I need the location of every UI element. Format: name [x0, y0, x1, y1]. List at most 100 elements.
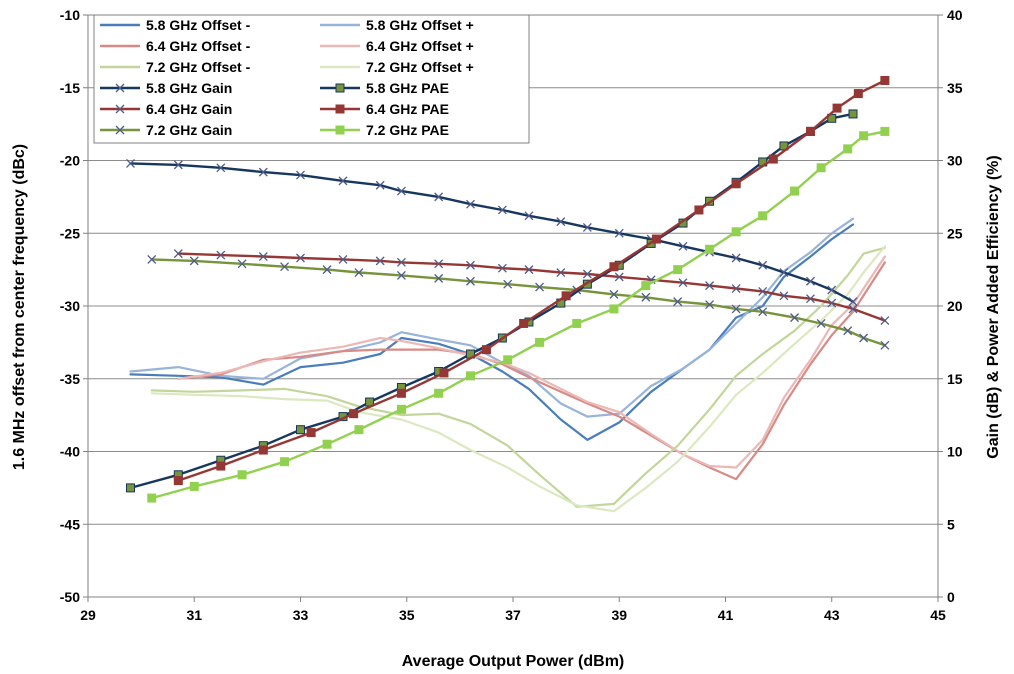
y2-tick-label: 25: [947, 225, 963, 241]
series-line: [150, 246, 887, 508]
series-point-marker: [126, 483, 135, 493]
series-6-4-ghz-pae: [173, 75, 890, 486]
legend-item: 6.4 GHz Offset -: [100, 38, 251, 54]
x-tick-label: 43: [824, 607, 840, 623]
series-point-marker: [189, 481, 199, 491]
series-7-2-ghz-pae: [147, 126, 890, 503]
series-point-marker: [216, 250, 226, 260]
series-point-marker: [280, 262, 290, 272]
x-axis-title: Average Output Power (dBm): [402, 653, 625, 670]
series-point-marker: [147, 254, 157, 264]
series-line: [177, 255, 887, 469]
series-point-marker: [439, 368, 449, 378]
series-point-marker: [779, 291, 789, 301]
series-point-marker: [466, 199, 475, 209]
series-point-marker: [790, 313, 800, 323]
y2-tick-label: 30: [947, 153, 963, 169]
series-point-marker: [758, 307, 768, 317]
series-point-marker: [115, 125, 125, 135]
series-point-marker: [609, 304, 619, 314]
series-point-marker: [322, 439, 332, 449]
legend-item: 6.4 GHz Offset +: [320, 38, 474, 54]
y2-tick-label: 10: [947, 444, 963, 460]
series-point-marker: [848, 109, 858, 119]
series-point-marker: [338, 176, 348, 186]
series-point-marker: [115, 83, 125, 93]
y2-tick-label: 5: [947, 516, 955, 532]
series-point-marker: [173, 476, 183, 486]
series-point-marker: [434, 273, 444, 283]
legend-item: 5.8 GHz Offset -: [100, 17, 251, 33]
series-point-marker: [503, 279, 513, 289]
series-point-marker: [651, 234, 661, 244]
series-point-marker: [758, 211, 768, 221]
legend-label: 7.2 GHz Gain: [146, 122, 232, 138]
y2-tick-label: 20: [947, 298, 963, 314]
legend-label: 6.4 GHz PAE: [366, 101, 449, 117]
series-point-marker: [237, 470, 247, 480]
legend-label: 7.2 GHz Offset +: [366, 59, 474, 75]
series-point-marker: [434, 192, 444, 202]
series-line: [177, 252, 887, 322]
series-point-marker: [296, 170, 305, 180]
legend: 5.8 GHz Offset - 5.8 GHz Offset + 6.4 GHz …: [93, 14, 530, 144]
series-point-marker: [779, 268, 789, 277]
y2-tick-label: 40: [947, 7, 963, 23]
series-point-marker: [853, 89, 863, 99]
series-line: [150, 245, 887, 513]
legend-item: 7.2 GHz Gain: [100, 122, 232, 138]
y2-tick-label: 15: [947, 371, 963, 387]
series-point-marker: [349, 409, 359, 419]
series-point-marker: [296, 253, 305, 263]
series-point-marker: [582, 269, 592, 279]
series-6-4-ghz-gain: [173, 249, 890, 326]
series-point-marker: [173, 249, 183, 259]
series-point-marker: [466, 371, 475, 381]
series-point-marker: [731, 284, 741, 293]
legend-label: 5.8 GHz Offset +: [366, 17, 474, 33]
series-line: [129, 162, 855, 303]
series-point-marker: [705, 300, 715, 310]
series-point-marker: [519, 318, 529, 328]
legend-item: 5.8 GHz PAE: [320, 80, 449, 96]
series-line: [129, 223, 855, 441]
series-point-marker: [335, 125, 345, 135]
legend-label: 7.2 GHz Offset -: [146, 59, 251, 75]
series-point-marker: [673, 265, 683, 275]
series-point-marker: [816, 163, 826, 173]
series-point-marker: [503, 355, 513, 365]
y2-tick-label: 35: [947, 80, 963, 96]
series-point-marker: [258, 167, 268, 177]
series-point-marker: [806, 276, 815, 286]
series-point-marker: [694, 205, 704, 215]
series-point-marker: [609, 289, 619, 299]
series-point-marker: [237, 259, 247, 269]
series-point-marker: [768, 154, 778, 164]
legend-label: 7.2 GHz PAE: [366, 122, 449, 138]
legend-item: 7.2 GHz Offset -: [100, 59, 251, 75]
series-point-marker: [481, 345, 491, 355]
series-point-marker: [827, 298, 837, 308]
x-tick-label: 35: [399, 607, 415, 623]
series-point-marker: [335, 83, 345, 93]
series-point-marker: [396, 404, 406, 414]
series-point-marker: [375, 180, 385, 190]
y-tick-label: -50: [60, 589, 80, 605]
x-tick-label: 45: [930, 607, 946, 623]
series-point-marker: [731, 179, 741, 189]
series-point-marker: [806, 294, 815, 304]
series-point-marker: [375, 256, 385, 266]
series-point-marker: [832, 103, 842, 113]
series-point-marker: [705, 281, 715, 291]
series-point-marker: [147, 493, 157, 503]
series-point-marker: [641, 281, 651, 291]
series-point-marker: [258, 445, 268, 455]
series-point-marker: [880, 126, 890, 136]
series-point-marker: [338, 254, 348, 264]
series-point-marker: [880, 340, 890, 350]
series-point-marker: [614, 272, 624, 282]
series-point-marker: [731, 227, 741, 237]
series-point-marker: [396, 186, 406, 196]
y-tick-label: -35: [60, 371, 80, 387]
series-point-marker: [524, 265, 534, 275]
